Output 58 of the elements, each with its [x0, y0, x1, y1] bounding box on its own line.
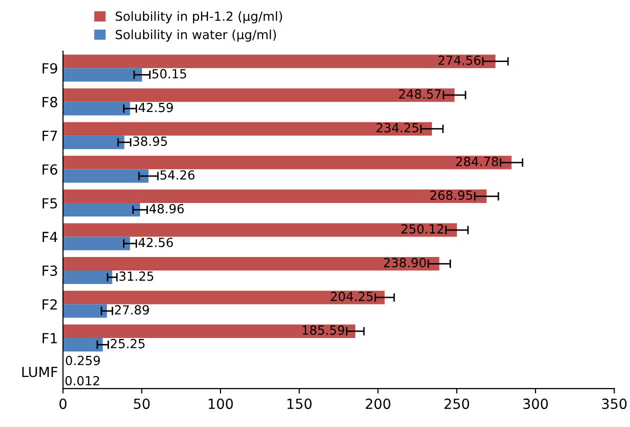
x-tick-label: 50	[134, 398, 150, 410]
y-tick-label: F5	[42, 198, 57, 209]
data-label: 284.78	[456, 156, 498, 166]
data-label: 50.15	[152, 69, 186, 78]
data-label: 268.95	[430, 190, 472, 200]
y-tick-label: F2	[42, 299, 57, 310]
data-label: 204.25	[330, 292, 373, 302]
y-tick-label: F3	[42, 265, 58, 276]
legend-label: Solubility in pH-1.2 (µg/ml)	[116, 11, 282, 24]
data-label: 42.59	[138, 102, 173, 112]
data-label: 238.90	[384, 258, 426, 268]
data-label: 0.259	[66, 356, 100, 366]
data-label: 38.95	[133, 136, 167, 146]
bar	[63, 156, 512, 170]
data-label: 250.12	[402, 224, 444, 234]
y-tick-label: LUMF	[22, 366, 58, 378]
data-label: 25.25	[110, 338, 145, 348]
bar	[63, 190, 487, 204]
x-tick-label: 150	[288, 398, 312, 410]
x-tick-label: 200	[366, 398, 390, 410]
bar	[63, 270, 112, 284]
data-label: 185.59	[302, 325, 344, 335]
data-label: 27.89	[114, 305, 149, 315]
bar	[63, 257, 440, 271]
bar	[63, 203, 140, 217]
data-label: 0.012	[65, 376, 100, 386]
bar	[63, 236, 130, 250]
bar	[63, 223, 457, 237]
x-tick-label: 100	[208, 398, 233, 410]
y-tick-label: F9	[42, 63, 58, 74]
data-label: 48.96	[149, 204, 184, 214]
data-label: 54.26	[160, 170, 194, 180]
x-tick-label: 0	[59, 398, 66, 410]
x-tick-label: 300	[523, 398, 548, 410]
bar	[63, 54, 496, 68]
data-label: 42.56	[138, 238, 173, 248]
bar	[63, 68, 142, 82]
bar	[63, 169, 148, 183]
bar	[63, 290, 385, 304]
bar	[63, 136, 124, 150]
bar	[63, 324, 356, 338]
data-label: 274.56	[438, 56, 480, 65]
data-label: 234.25	[376, 123, 418, 132]
y-tick-label: F4	[42, 232, 58, 242]
y-tick-label: F1	[42, 333, 57, 344]
data-label: 31.25	[119, 271, 154, 281]
y-tick-label: F8	[42, 96, 58, 108]
x-tick-label: 350	[602, 398, 627, 410]
bar	[63, 88, 454, 102]
bar	[63, 102, 130, 116]
x-tick-label: 250	[444, 398, 470, 410]
data-label: 248.57	[399, 89, 441, 99]
legend-label: Solubility in water (µg/ml)	[116, 30, 276, 42]
bar	[63, 338, 103, 352]
bar	[63, 122, 432, 136]
y-tick-label: F6	[42, 164, 58, 175]
y-tick-label: F7	[42, 130, 57, 141]
bar	[63, 304, 107, 318]
